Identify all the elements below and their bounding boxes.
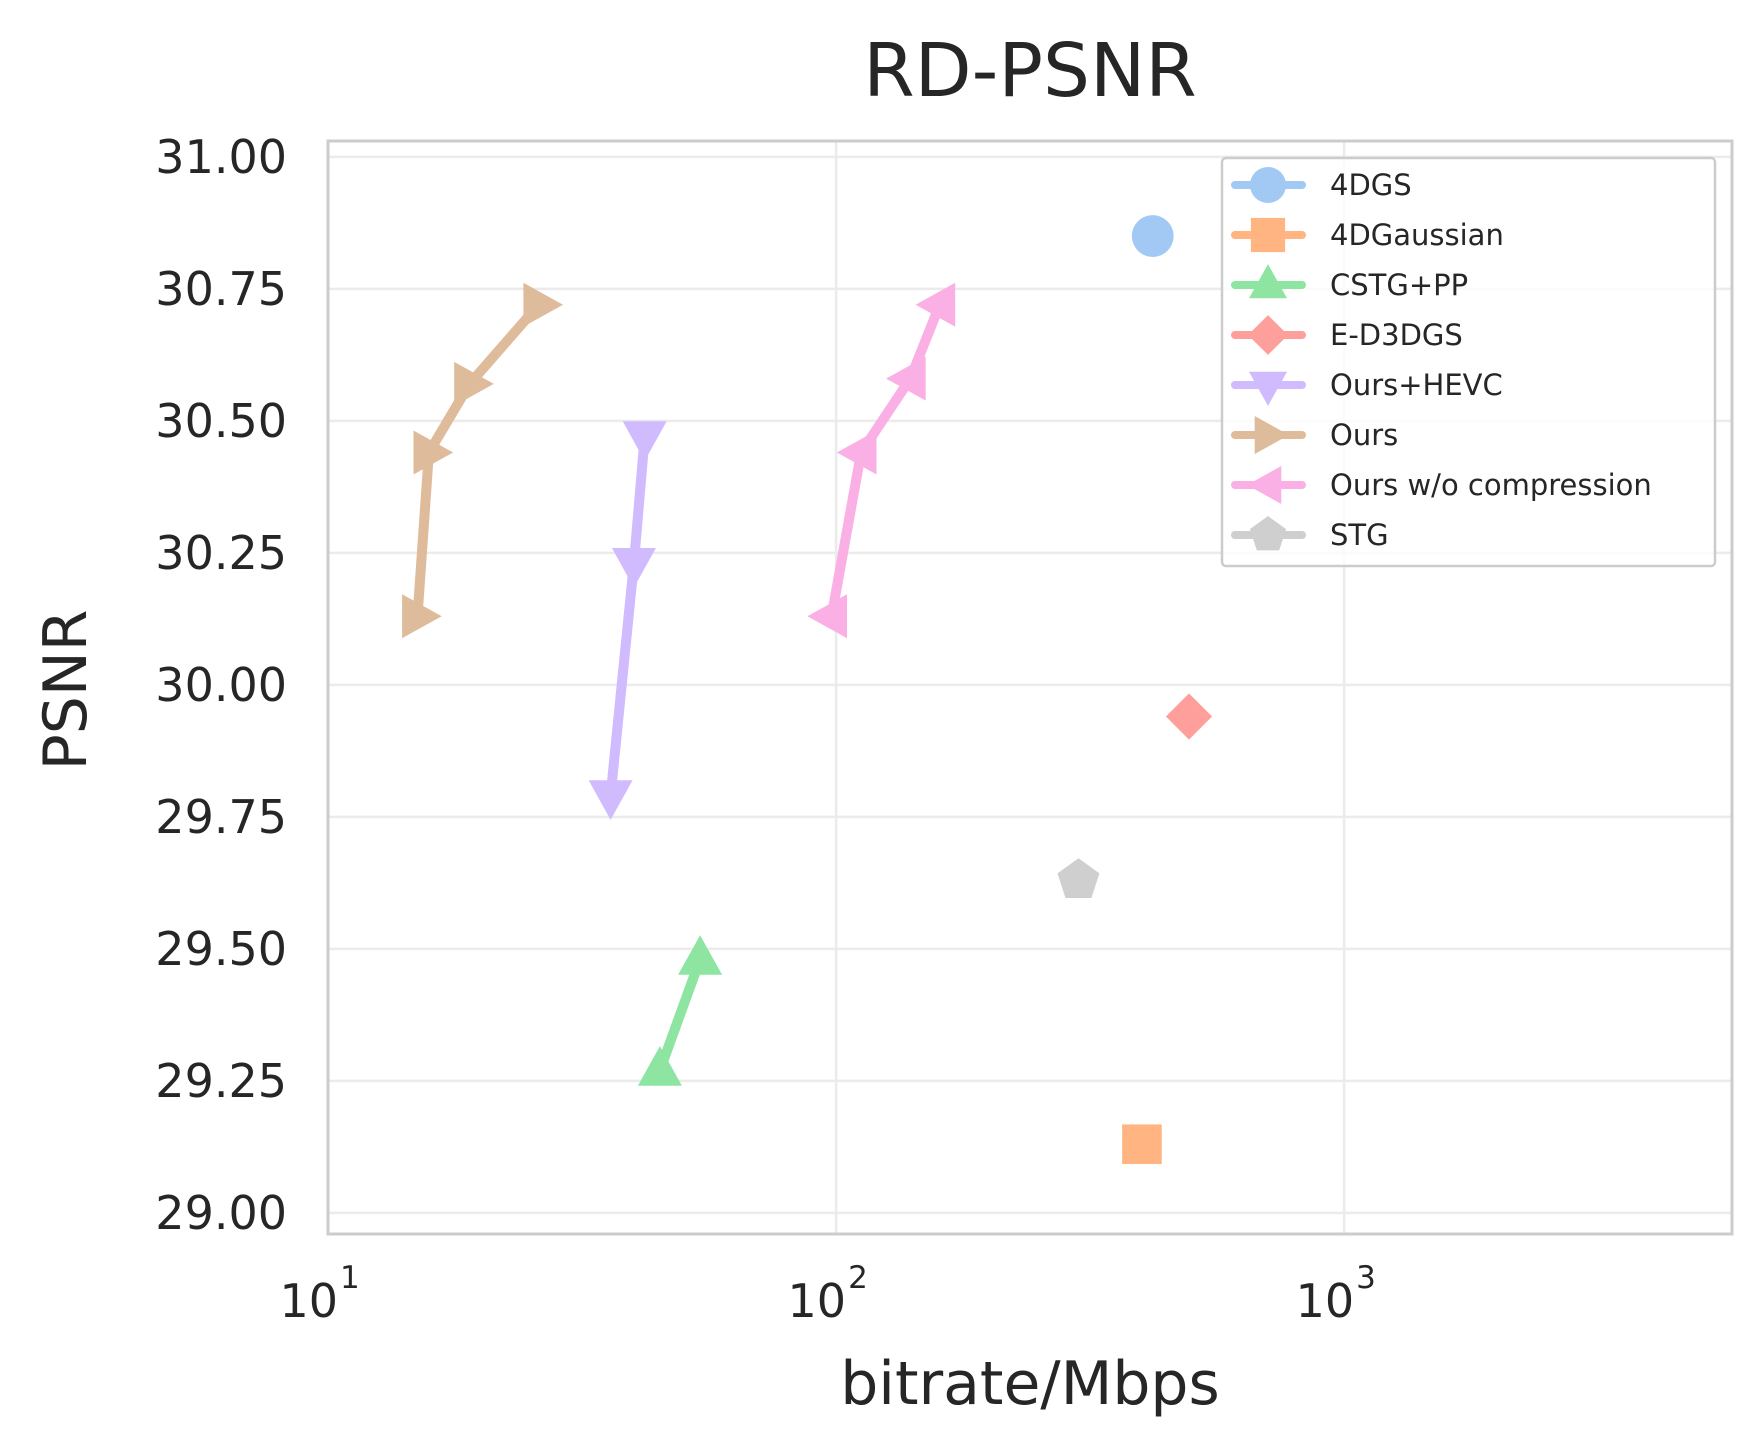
legend-items: 4DGS 4DGaussian CSTG+PP E-D3DGS Ours+HEVC Our…	[1231, 166, 1652, 552]
y-tick-label: 30.25	[155, 526, 287, 580]
chart-title: RD-PSNR	[863, 28, 1196, 114]
y-tick-label: 29.50	[155, 922, 287, 976]
x-axis-label: bitrate/Mbps	[840, 1349, 1220, 1419]
legend-marker	[1248, 315, 1288, 355]
data-point	[611, 548, 656, 588]
data-point	[637, 1046, 682, 1086]
series-4dgaussian	[1122, 1124, 1162, 1165]
series-layer	[402, 215, 1213, 1165]
x-tick-exponent: 1	[340, 1260, 360, 1296]
legend-marker	[1247, 466, 1282, 504]
x-tick-base: 10	[788, 1274, 847, 1328]
legend: 4DGS 4DGaussian CSTG+PP E-D3DGS Ours+HEVC Our…	[1220, 156, 1717, 568]
series-line	[412, 299, 544, 622]
data-point	[678, 935, 723, 975]
data-point	[454, 361, 494, 406]
x-tick-base: 10	[279, 1274, 338, 1328]
series-ours	[402, 282, 563, 639]
legend-marker	[1249, 371, 1287, 406]
legend-marker	[1249, 166, 1287, 204]
legend-label: 4DGS	[1330, 168, 1412, 202]
series-e-d3dgs	[1165, 693, 1213, 740]
series-line	[826, 299, 945, 622]
series-4dgs	[1131, 215, 1174, 257]
y-tick-label: 29.00	[155, 1186, 287, 1240]
data-point	[413, 430, 454, 475]
legend-marker	[1250, 217, 1286, 253]
plot-frame	[326, 139, 1734, 1236]
legend-marker	[1249, 264, 1287, 299]
legend-frame	[1220, 156, 1717, 568]
series-cstg-pp	[637, 935, 723, 1086]
data-point	[523, 282, 563, 327]
legend-item: STG	[1231, 516, 1389, 552]
y-tick-label: 31.00	[155, 130, 287, 184]
legend-item: CSTG+PP	[1231, 264, 1468, 302]
legend-label: Ours w/o compression	[1330, 468, 1652, 502]
series-ours-w-o-compression	[807, 282, 956, 639]
data-point	[836, 430, 877, 475]
y-tick-label: 30.50	[155, 394, 287, 448]
legend-label: E-D3DGS	[1330, 318, 1463, 352]
y-tick-label: 30.00	[155, 658, 287, 712]
legend-item: Ours w/o compression	[1231, 466, 1652, 504]
series-ours-hevc	[588, 421, 667, 820]
data-point	[1057, 858, 1100, 898]
series-stg	[1057, 858, 1100, 898]
legend-item: E-D3DGS	[1231, 315, 1463, 355]
data-point	[622, 421, 667, 461]
data-point	[402, 594, 442, 639]
legend-label: CSTG+PP	[1330, 268, 1468, 302]
data-point	[807, 594, 847, 639]
legend-item: 4DGS	[1231, 166, 1412, 204]
y-tick-label: 30.75	[155, 262, 287, 316]
series-line	[654, 954, 706, 1076]
x-tick-label: 10 3	[1296, 1260, 1376, 1328]
x-axis-ticks: 10 1 10 2 10 3	[279, 1260, 1375, 1328]
legend-label: STG	[1330, 518, 1389, 552]
data-point	[886, 356, 926, 401]
data-point	[588, 780, 633, 820]
data-point	[1131, 215, 1174, 257]
legend-label: Ours+HEVC	[1330, 368, 1503, 402]
x-tick-base: 10	[1296, 1274, 1355, 1328]
data-point	[915, 282, 956, 327]
legend-marker	[1249, 516, 1287, 551]
legend-marker	[1254, 416, 1289, 454]
y-axis-label: PSNR	[31, 610, 101, 771]
x-tick-exponent: 3	[1356, 1260, 1376, 1296]
x-tick-exponent: 2	[848, 1260, 868, 1296]
x-tick-label: 10 1	[279, 1260, 359, 1328]
y-axis-ticks: 29.00 29.25 29.50 29.75 30.00 30.25 30.50 30.75…	[155, 130, 287, 1240]
legend-item: Ours	[1231, 416, 1398, 454]
data-point	[1122, 1124, 1162, 1165]
legend-item: Ours+HEVC	[1231, 368, 1503, 406]
y-tick-label: 29.75	[155, 790, 287, 844]
legend-label: Ours	[1330, 418, 1398, 452]
legend-label: 4DGaussian	[1330, 218, 1504, 252]
data-point	[1165, 693, 1213, 740]
y-tick-label: 29.25	[155, 1054, 287, 1108]
x-tick-label: 10 2	[788, 1260, 868, 1328]
legend-item: 4DGaussian	[1231, 217, 1504, 253]
